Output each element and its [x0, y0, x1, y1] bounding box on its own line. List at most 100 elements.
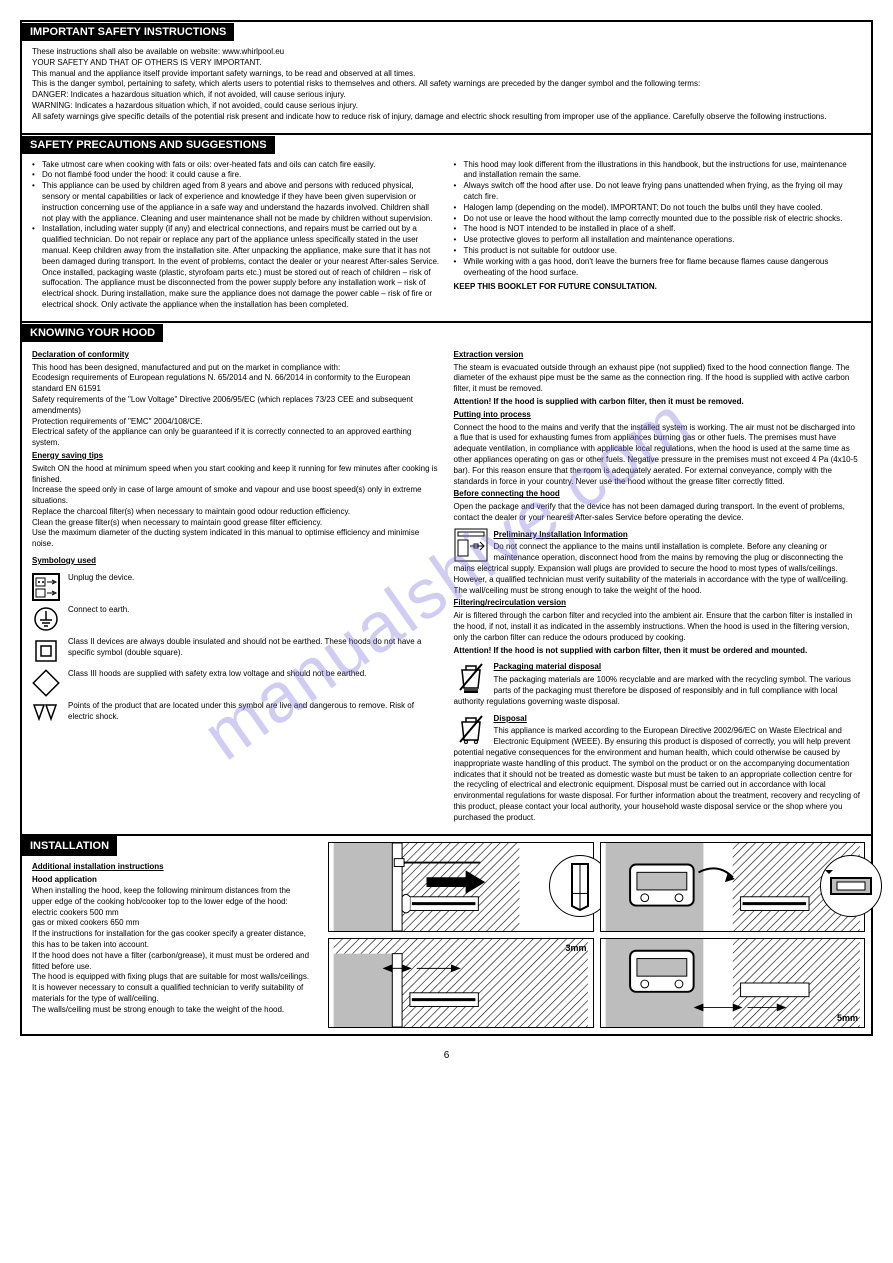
precautions-left: •Take utmost care when cooking with fats…	[32, 160, 440, 311]
symbols-list: Unplug the device. Connect to earth. Cla…	[32, 573, 440, 729]
text: While working with a gas hood, don't lea…	[464, 257, 862, 279]
conformity-body: This hood has been designed, manufacture…	[32, 363, 440, 449]
installation-left: INSTALLATION Additional installation ins…	[22, 836, 322, 1034]
symbol-row: Class II devices are always double insul…	[32, 637, 440, 665]
list-item: •Use protective gloves to perform all in…	[454, 235, 862, 246]
two-triangles-icon	[32, 701, 60, 729]
text: This hood may look different from the il…	[464, 160, 862, 182]
earth-icon	[32, 605, 60, 633]
install-text: The walls/ceiling must be strong enough …	[32, 1005, 312, 1016]
text: The hood is NOT intended to be installed…	[464, 224, 676, 235]
precautions-body: •Take utmost care when cooking with fats…	[22, 154, 871, 321]
install-text: electric cookers 500 mm	[32, 908, 312, 919]
install-subtitle-1: Additional installation instructions	[32, 862, 312, 873]
figure-b-label: 3mm	[565, 943, 586, 953]
packaging-title: Packaging material disposal	[454, 662, 862, 673]
list-item: •Installation, including water supply (i…	[32, 224, 440, 310]
safety-header: IMPORTANT SAFETY INSTRUCTIONS	[22, 23, 234, 41]
keep-booklet: KEEP THIS BOOKLET FOR FUTURE CONSULTATIO…	[454, 282, 862, 293]
figure-b: 3mm	[328, 938, 594, 1028]
install-info-block: Preliminary Installation Information Do …	[454, 528, 862, 597]
symbol-row: Class III hoods are supplied with safety…	[32, 669, 440, 697]
drill-icon	[454, 528, 488, 562]
section-precautions: SAFETY PRECAUTIONS AND SUGGESTIONS •Take…	[22, 135, 871, 323]
list-item: •Do not flambé food under the hood: it c…	[32, 170, 440, 181]
install-subtitle-2: Hood application	[32, 875, 312, 886]
symbol-row: Points of the product that are located u…	[32, 701, 440, 729]
knowing-right: Extraction version The steam is evacuate…	[454, 348, 862, 824]
list-item: •Always switch off the hood after use. D…	[454, 181, 862, 203]
text: Do not flambé food under the hood: it co…	[42, 170, 241, 181]
install-text: The hood is equipped with fixing plugs t…	[32, 972, 312, 983]
figure-c	[600, 842, 866, 932]
symbol-text: Points of the product that are located u…	[68, 701, 440, 723]
install-text: When installing the hood, keep the follo…	[32, 886, 312, 908]
recirc-attention: Attention! If the hood is not supplied w…	[454, 646, 862, 657]
install-info-body: Do not connect the appliance to the main…	[454, 542, 862, 596]
figure-a	[328, 842, 594, 932]
disposal-block: Disposal This appliance is marked accord…	[454, 712, 862, 824]
install-text: If the hood does not have a filter (carb…	[32, 951, 312, 973]
list-item: •Halogen lamp (depending on the model). …	[454, 203, 862, 214]
section-installation: INSTALLATION Additional installation ins…	[22, 836, 871, 1034]
saving-title: Energy saving tips	[32, 451, 440, 462]
process-title: Putting into process	[454, 410, 862, 421]
section-safety: IMPORTANT SAFETY INSTRUCTIONS These inst…	[22, 22, 871, 135]
list-item: •Take utmost care when cooking with fats…	[32, 160, 440, 171]
list-item: •While working with a gas hood, don't le…	[454, 257, 862, 279]
list-item: •This product is not suitable for outdoo…	[454, 246, 862, 257]
extraction-body: The steam is evacuated outside through a…	[454, 363, 862, 395]
text: Use protective gloves to perform all ins…	[464, 235, 735, 246]
precautions-header: SAFETY PRECAUTIONS AND SUGGESTIONS	[22, 136, 275, 154]
disposal-body: This appliance is marked according to th…	[454, 726, 862, 823]
weee-bin-icon	[454, 712, 488, 746]
saving-body: Switch ON the hood at minimum speed when…	[32, 464, 440, 550]
install-info-title: Preliminary Installation Information	[454, 530, 862, 541]
symbol-row: Unplug the device.	[32, 573, 440, 601]
weee-bin-icon	[454, 660, 488, 694]
knowing-header: KNOWING YOUR HOOD	[22, 324, 163, 342]
class3-icon	[32, 669, 60, 697]
text: This product is not suitable for outdoor…	[464, 246, 617, 257]
text: Halogen lamp (depending on the model). I…	[464, 203, 823, 214]
text: Do not use or leave the hood without the…	[464, 214, 843, 225]
precautions-right: •This hood may look different from the i…	[454, 160, 862, 311]
text: Always switch off the hood after use. Do…	[464, 181, 862, 203]
recirc-body: Air is filtered through the carbon filte…	[454, 611, 862, 643]
installation-header: INSTALLATION	[22, 836, 117, 857]
install-text: gas or mixed cookers 650 mm	[32, 918, 312, 929]
symbol-text: Class III hoods are supplied with safety…	[68, 669, 366, 680]
process-body: Connect the hood to the mains and verify…	[454, 423, 862, 488]
install-text: It is however necessary to consult a qua…	[32, 983, 312, 1005]
symbology-title: Symbology used	[32, 556, 440, 567]
unplug-icon	[32, 573, 60, 601]
text: This appliance can be used by children a…	[42, 181, 440, 224]
install-text: If the instructions for installation for…	[32, 929, 312, 951]
text: Take utmost care when cooking with fats …	[42, 160, 375, 171]
list-item: •This appliance can be used by children …	[32, 181, 440, 224]
attention-text: Attention! If the hood is supplied with …	[454, 397, 862, 408]
symbol-text: Connect to earth.	[68, 605, 129, 616]
installation-figures: 3mm	[322, 836, 871, 1034]
class2-icon	[32, 637, 60, 665]
recirc-title: Filtering/recirculation version	[454, 598, 862, 609]
list-item: •This hood may look different from the i…	[454, 160, 862, 182]
page-number: 6	[0, 1046, 893, 1065]
extraction-title: Extraction version	[454, 350, 862, 361]
list-item: •The hood is NOT intended to be installe…	[454, 224, 862, 235]
disposal-title: Disposal	[454, 714, 862, 725]
figure-d-label: 5mm	[837, 1013, 858, 1023]
knowing-left: Declaration of conformity This hood has …	[32, 348, 440, 824]
packaging-body: The packaging materials are 100% recycla…	[454, 675, 862, 707]
page-frame: manualshive.com IMPORTANT SAFETY INSTRUC…	[20, 20, 873, 1036]
symbol-text: Unplug the device.	[68, 573, 134, 584]
text: Installation, including water supply (if…	[42, 224, 440, 310]
symbol-row: Connect to earth.	[32, 605, 440, 633]
packaging-block: Packaging material disposal The packagin…	[454, 660, 862, 707]
safety-body: These instructions shall also be availab…	[22, 41, 871, 133]
before-body: Open the package and verify that the dev…	[454, 502, 862, 524]
symbol-text: Class II devices are always double insul…	[68, 637, 440, 659]
conformity-title: Declaration of conformity	[32, 350, 440, 361]
before-title: Before connecting the hood	[454, 489, 862, 500]
figure-d: 5mm	[600, 938, 866, 1028]
